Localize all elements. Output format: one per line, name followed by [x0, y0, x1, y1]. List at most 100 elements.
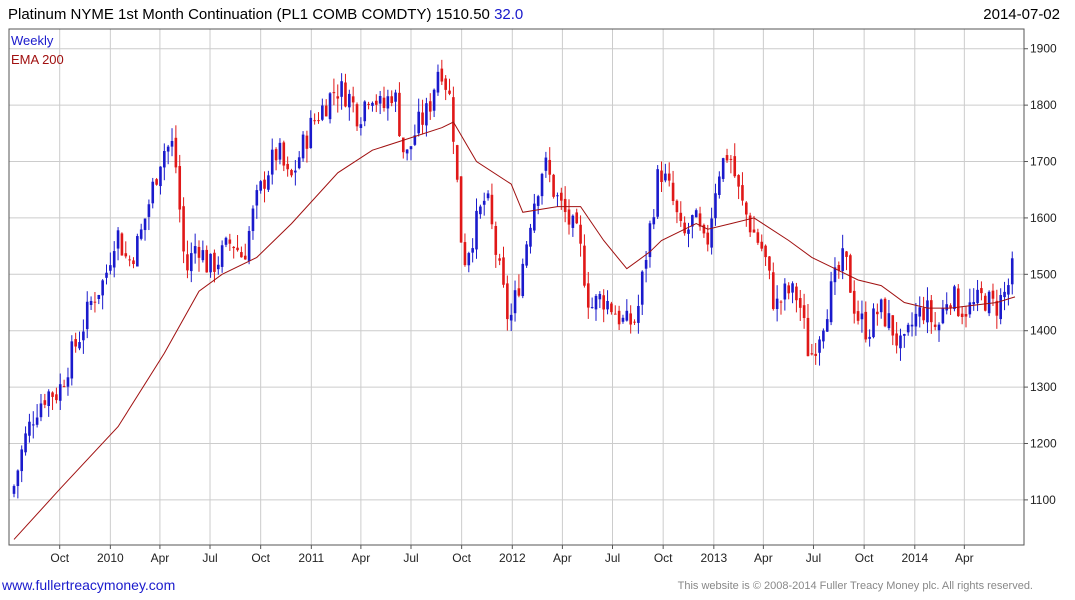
candle-body [818, 339, 821, 353]
candle-body [525, 244, 528, 266]
candle-body [575, 212, 579, 224]
candle-body [321, 105, 324, 120]
candle-body [274, 149, 278, 161]
candle-body [752, 229, 756, 233]
candle-body [656, 169, 659, 217]
candle-body [452, 97, 455, 142]
candle-body [93, 301, 97, 303]
candle-body [163, 151, 166, 168]
candle-body [529, 227, 532, 247]
x-tick-label: Jul [202, 551, 217, 565]
candle-body [556, 195, 559, 197]
candle-body [62, 386, 66, 388]
candle-body [694, 210, 698, 218]
candle-body [340, 81, 343, 97]
candle-body [918, 307, 922, 317]
candle-body [367, 103, 370, 105]
candle-body [999, 295, 1002, 320]
candle-body [625, 310, 629, 321]
candle-body [282, 142, 286, 166]
candle-body [240, 252, 243, 258]
candle-body [1010, 258, 1014, 285]
x-tick-label: 2014 [901, 551, 928, 565]
candle-body [51, 392, 54, 397]
x-tick-label: Oct [452, 551, 471, 565]
candle-body [856, 311, 860, 321]
chart-title: Platinum NYME 1st Month Continuation (PL… [8, 6, 523, 23]
candle-body [193, 246, 197, 254]
candle-body [802, 305, 806, 319]
candle-body [933, 324, 937, 327]
candle-body [294, 170, 297, 173]
candle-body [459, 176, 463, 243]
candle-body [78, 342, 81, 349]
x-tick-label: 2011 [298, 551, 324, 565]
candle-body [55, 394, 58, 401]
candle-body [170, 140, 174, 147]
candle-body [344, 82, 347, 107]
candle-body [610, 303, 613, 313]
candle-body [351, 96, 355, 103]
candle-body [109, 265, 112, 271]
x-tick-label: Jul [605, 551, 620, 565]
candle-body [197, 246, 201, 258]
x-tick-label: Apr [955, 551, 974, 565]
candle-body [502, 257, 505, 285]
y-tick-label: 1900 [1030, 42, 1057, 56]
candle-body [220, 245, 224, 267]
candle-body [247, 230, 251, 261]
y-tick-label: 1600 [1030, 211, 1057, 225]
candle-body [174, 137, 178, 168]
candle-body [841, 248, 844, 271]
candle-body [209, 253, 212, 273]
candle-body [756, 232, 760, 243]
candle-body [795, 286, 798, 301]
candle-body [706, 232, 710, 245]
candle-body [768, 256, 771, 271]
candle-body [471, 248, 474, 253]
candle-body [112, 251, 116, 268]
candle-body [482, 200, 486, 205]
candle-body [39, 403, 43, 418]
candle-body [224, 237, 228, 245]
candle-body [798, 298, 802, 308]
candle-body [305, 135, 309, 149]
candle-body [660, 170, 663, 183]
candle-body [633, 321, 636, 323]
candle-body [953, 286, 956, 310]
candle-body [317, 120, 320, 122]
candle-body [355, 104, 359, 127]
candle-body [494, 225, 498, 255]
candle-body [910, 324, 914, 327]
y-tick-label: 1500 [1030, 267, 1057, 281]
candle-body [825, 319, 829, 332]
candle-body [31, 424, 35, 426]
candle-body [949, 305, 952, 308]
candle-body [571, 215, 575, 228]
candle-body [775, 298, 779, 310]
candle-body [590, 307, 594, 309]
candle-body [363, 101, 367, 122]
candle-body [16, 470, 20, 487]
y-tick-label: 1200 [1030, 436, 1057, 450]
candle-body [1003, 291, 1006, 298]
candle-body [286, 163, 289, 170]
candle-body [598, 293, 602, 300]
candle-body [328, 93, 332, 120]
candle-body [132, 260, 135, 265]
candle-body [579, 224, 582, 244]
candle-body [105, 272, 108, 278]
candle-body [922, 308, 925, 321]
candle-body [864, 311, 868, 340]
candle-body [116, 230, 120, 249]
candle-body [124, 253, 128, 257]
candle-body [270, 149, 274, 175]
candle-body [621, 317, 625, 322]
candle-body [883, 298, 887, 327]
candle-body [710, 218, 713, 248]
candle-body [20, 449, 24, 472]
candle-body [405, 149, 409, 154]
candle-body [956, 288, 960, 317]
candle-body [714, 193, 717, 219]
site-link[interactable]: www.fullertreacymoney.com [2, 577, 176, 593]
